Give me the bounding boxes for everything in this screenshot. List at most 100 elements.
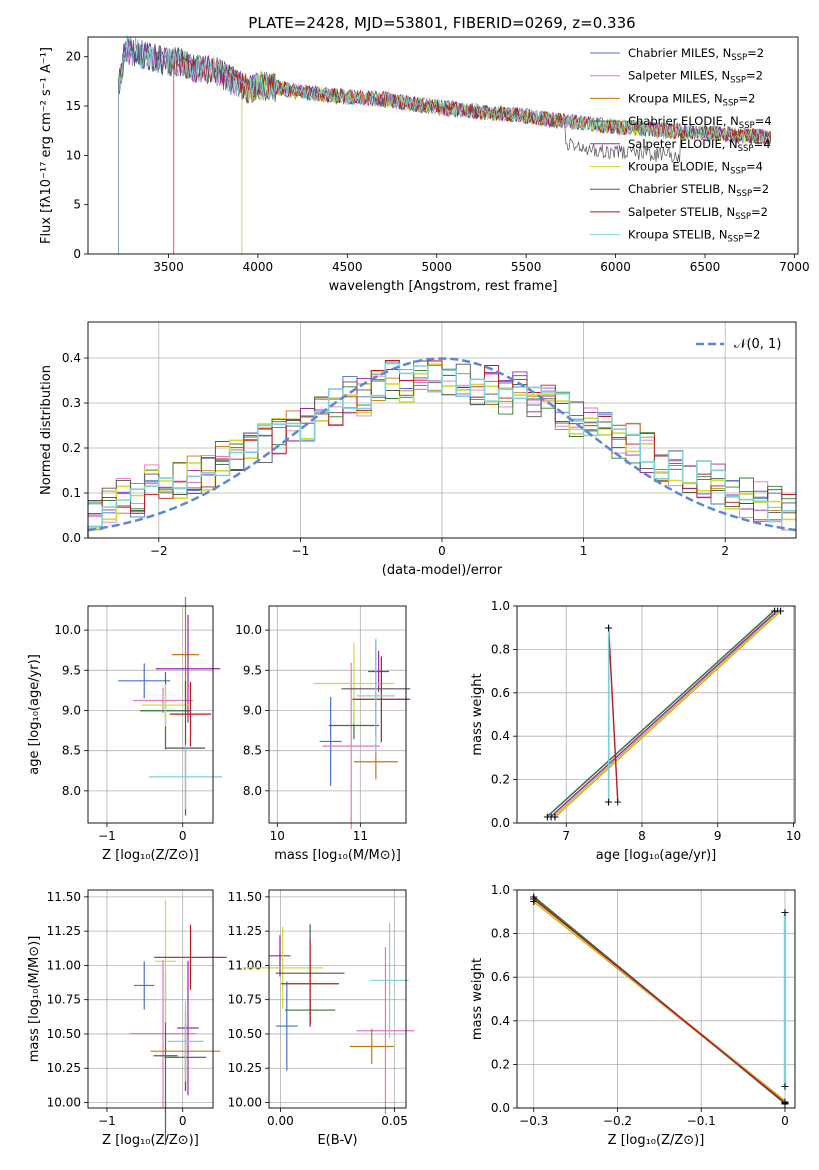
- y-tick-label: 0.2: [62, 441, 81, 455]
- y-tick-label: 8.5: [62, 744, 81, 758]
- axes-frame: [87, 321, 797, 539]
- y-tick-label: 11.00: [228, 958, 262, 972]
- weight-line: [546, 609, 776, 818]
- x-tick-label: −1: [98, 829, 116, 843]
- weight-marker: +: [543, 810, 552, 823]
- x-tick-label: 6000: [600, 260, 631, 274]
- weight-vs-metallicity-panel: −0.3 −0.2 −0.1 0 0.0 0.2 0.4 0.6 0.8 1.0 Z [log₁₀(…: [470, 883, 796, 1148]
- weight-marker: +: [604, 622, 613, 635]
- x-tick-label: 4000: [243, 260, 274, 274]
- y-axis-label: Normed distribution: [39, 365, 54, 495]
- y-tick-label: 8.5: [243, 744, 262, 758]
- y-tick-label: 11.25: [228, 924, 262, 938]
- x-axis-label: Z [log₁₀(Z/Z⊙)]: [608, 1133, 705, 1148]
- y-tick-label: 8.0: [243, 784, 262, 798]
- x-tick-label: 8: [638, 829, 646, 843]
- y-tick-label: 5: [73, 198, 81, 212]
- weight-marker: +: [780, 1080, 789, 1093]
- y-tick-label: 10.00: [228, 1096, 262, 1110]
- axes-frame: [268, 889, 407, 1109]
- weight-marker: +: [780, 1080, 789, 1093]
- y-tick-label: 0.6: [491, 970, 510, 984]
- x-tick-label: 10: [786, 829, 801, 843]
- weight-marker: +: [604, 795, 613, 808]
- y-tick-label: 0.2: [491, 773, 510, 787]
- mass-vs-extinction-panel: 0.00 0.05 10.00 10.25 10.50 10.75 11.00 11.25 11…: [228, 889, 415, 1148]
- x-tick-label: 0: [179, 829, 187, 843]
- weight-marker: +: [550, 810, 559, 823]
- age-vs-mass-panel: 10 11 8.0 8.5 9.0 9.5 10.0 mass [log₁₀(M/M⊙)]: [235, 605, 411, 863]
- legend-entry: Kroupa ELODIE, NSSP=4: [628, 160, 763, 177]
- x-tick-label: 7: [562, 829, 570, 843]
- x-tick-label: −1: [98, 1114, 116, 1128]
- y-tick-label: 9.0: [243, 703, 262, 717]
- y-tick-label: 8.0: [62, 784, 81, 798]
- y-tick-label: 11.25: [47, 924, 81, 938]
- x-tick-label: 0: [179, 1114, 187, 1128]
- legend-entry: Chabrier MILES, NSSP=2: [628, 46, 764, 63]
- weight-marker: +: [546, 810, 555, 823]
- x-tick-label: 3500: [153, 260, 184, 274]
- legend-entry: Salpeter ELODIE, NSSP=4: [628, 137, 771, 154]
- y-tick-label: 10.75: [228, 993, 262, 1007]
- legend-entry: Chabrier STELIB, NSSP=2: [628, 182, 769, 199]
- x-axis-label: age [log₁₀(age/yr)]: [596, 848, 717, 863]
- weight-line: [607, 627, 619, 802]
- weight-marker: +: [529, 891, 538, 904]
- spectrum-line: [118, 34, 772, 254]
- weight-vs-age-panel: 7 8 9 10 0.0 0.2 0.4 0.6 0.8 1.0 age [log₁₀(age/yr…: [470, 599, 801, 863]
- x-tick-label: 6500: [690, 260, 721, 274]
- y-tick-label: 1.0: [491, 599, 510, 613]
- y-tick-label: 10.50: [47, 1027, 81, 1041]
- y-tick-label: 11.50: [228, 890, 262, 904]
- x-tick-label: 0: [438, 544, 446, 558]
- axes-frame: [516, 605, 796, 824]
- y-tick-label: 10.50: [228, 1027, 262, 1041]
- axes-frame: [268, 605, 407, 824]
- x-axis-label: E(B-V): [317, 1133, 357, 1148]
- y-tick-label: 0.6: [491, 686, 510, 700]
- weight-marker: +: [776, 604, 785, 617]
- x-axis-label: wavelength [Angstrom, rest frame]: [329, 279, 558, 294]
- y-tick-label: 10.00: [47, 1096, 81, 1110]
- spectrum-panel: 3500 4000 4500 5000 5500 6000 6500 7000 0 5 10 15 20…: [39, 34, 810, 294]
- weight-marker: +: [543, 810, 552, 823]
- y-tick-label: 0.0: [491, 1101, 510, 1115]
- y-tick-label: 0.8: [491, 927, 510, 941]
- weight-marker: +: [613, 795, 622, 808]
- weight-marker: +: [550, 810, 559, 823]
- y-tick-label: 10.0: [235, 623, 262, 637]
- y-tick-label: 15: [66, 99, 81, 113]
- weight-marker: +: [773, 604, 782, 617]
- axes-frame: [87, 889, 214, 1109]
- x-tick-label: 5000: [421, 260, 452, 274]
- weight-marker: +: [780, 906, 789, 919]
- residual-histogram: [87, 362, 796, 538]
- spectrum-line: [173, 53, 771, 254]
- x-tick-label: 11: [353, 829, 368, 843]
- y-tick-label: 0.2: [491, 1057, 510, 1071]
- x-tick-label: −0.2: [603, 1114, 632, 1128]
- y-axis-label: mass weight: [470, 958, 485, 1040]
- y-tick-label: 10.75: [47, 993, 81, 1007]
- y-tick-label: 0.4: [62, 351, 81, 365]
- figure-title: PLATE=2428, MJD=53801, FIBERID=0269, z=0…: [248, 14, 635, 32]
- y-tick-label: 10: [66, 148, 81, 162]
- y-tick-label: 0.8: [491, 642, 510, 656]
- y-tick-label: 0.1: [62, 486, 81, 500]
- x-tick-label: 5500: [511, 260, 542, 274]
- y-axis-label: mass [log₁₀(M/M⊙)]: [27, 936, 42, 1063]
- y-tick-label: 1.0: [491, 883, 510, 897]
- weight-line: [533, 898, 786, 1104]
- axes-frame: [87, 36, 799, 255]
- y-axis-label: age [log₁₀(age/yr)]: [27, 654, 42, 775]
- weight-marker: +: [780, 1097, 789, 1110]
- weight-line: [550, 609, 779, 818]
- legend-entry: Chabrier ELODIE, NSSP=4: [628, 114, 772, 131]
- y-tick-label: 9.0: [62, 703, 81, 717]
- y-axis-label: Flux [fλ10⁻¹⁷ erg cm⁻² s⁻¹ A⁻¹]: [39, 47, 54, 244]
- y-tick-label: 9.5: [62, 663, 81, 677]
- y-tick-label: 9.5: [243, 663, 262, 677]
- y-tick-label: 0.3: [62, 396, 81, 410]
- mass-vs-metallicity-panel: −1 0 10.00 10.25 10.50 10.75 11.00 11.25 11.50 Z …: [27, 889, 227, 1148]
